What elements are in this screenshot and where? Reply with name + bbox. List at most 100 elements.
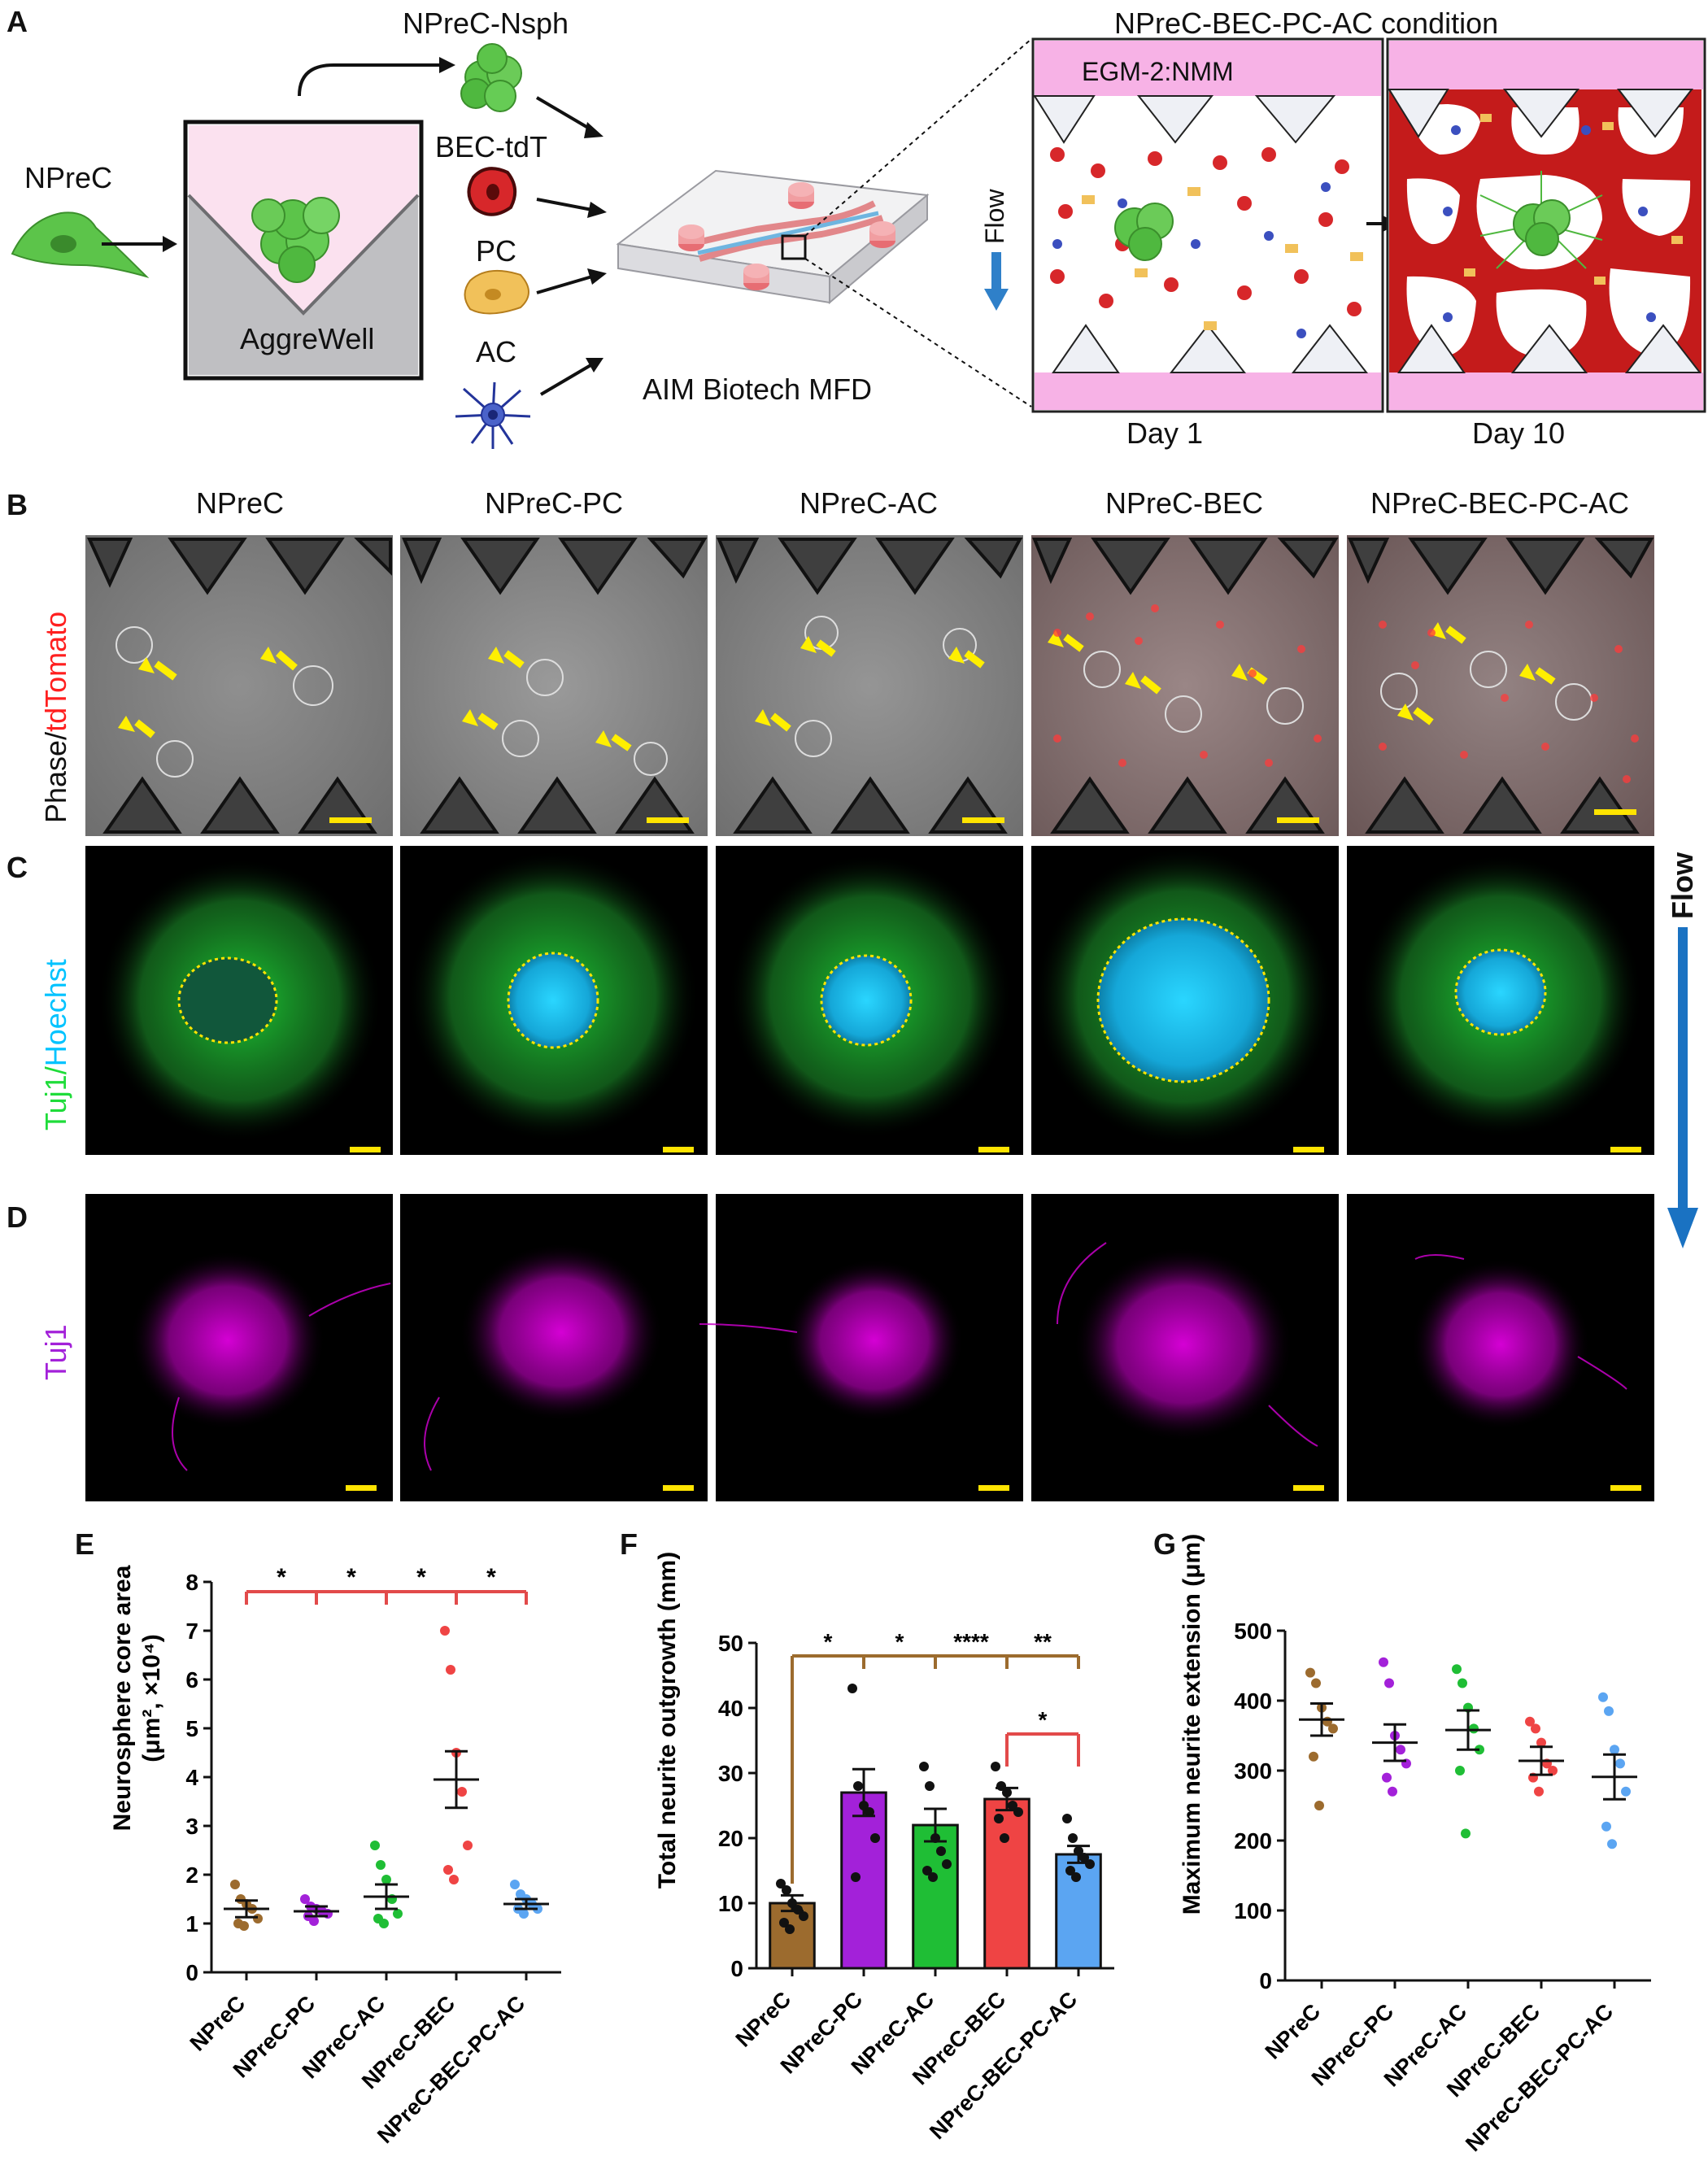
chart-f-point (1071, 1872, 1081, 1882)
panel-e-letter: E (75, 1527, 95, 1561)
chart-g-point (1396, 1745, 1405, 1755)
chart-e-point (449, 1875, 459, 1884)
chart-f-point (782, 1885, 791, 1895)
chart-e-point (440, 1626, 450, 1636)
chart-f-point (1000, 1833, 1009, 1843)
chart-e-point (370, 1841, 380, 1850)
condition-title: NPreC-BEC-PC-AC condition (1114, 7, 1499, 40)
ac-label: AC (476, 335, 517, 368)
chart-g-point (1452, 1664, 1462, 1675)
day10-chamber-detail (1386, 37, 1706, 413)
row-d-neurosphere-4 (1074, 1247, 1293, 1442)
chart-g-point (1311, 1678, 1321, 1688)
chart-f-point (779, 1918, 789, 1928)
chart-f-point (919, 1762, 929, 1771)
chart-f: Total neurite outgrowth (mm) 0 10 20 30 40 50… (654, 1552, 1114, 2144)
chart-g-ylabel: Maximum neurite extension (μm) (1179, 1534, 1205, 1915)
chart-f-bar (912, 1823, 959, 1970)
chart-f-point (925, 1781, 935, 1791)
row-c-neurosphere-2 (407, 850, 699, 1143)
chart-f-bar (983, 1797, 1030, 1970)
panel-a-schematic (11, 37, 1399, 449)
chart-g-ytick-label: 400 (1234, 1688, 1272, 1714)
chart-e-ylabel-line1: Neurosphere core area (109, 1565, 136, 1831)
chart-e-ytick-label: 3 (185, 1814, 198, 1839)
chart-g-point (1615, 1758, 1625, 1769)
chart-e: Neurosphere core area (μm², ×10⁴) 0 1 2 3 4 5… (109, 1564, 561, 2148)
chart-e-point (443, 1865, 453, 1875)
chart-g-point (1382, 1772, 1392, 1783)
chart-g-point (1314, 1801, 1324, 1810)
chart-g-xtick-label: NPreC (1261, 1999, 1326, 2064)
chart-g-point (1531, 1723, 1540, 1734)
row-d-overlays (130, 1242, 1641, 1491)
panel-d-letter: D (7, 1200, 28, 1234)
medium-label: EGM-2:NMM (1082, 57, 1234, 86)
column-title-npre-bec-pc-ac: NPreC-BEC-PC-AC (1370, 486, 1630, 520)
chart-g-point (1461, 1828, 1471, 1839)
chart-f-point (853, 1781, 863, 1791)
microfluidic-device-icon (616, 169, 930, 305)
chart-e-point (446, 1665, 455, 1675)
chart-g-ytick-label: 200 (1234, 1828, 1272, 1854)
chart-g-point (1309, 1751, 1318, 1762)
chart-e-point (253, 1914, 263, 1923)
chart-g: Maximum neurite extension (μm) 0 100 200 30… (1179, 1534, 1651, 2156)
panel-f-letter: F (620, 1527, 638, 1561)
panel-b-letter: B (7, 488, 28, 521)
day10-label: Day 10 (1472, 416, 1566, 450)
device-label: AIM Biotech MFD (643, 372, 873, 406)
chart-e-point (510, 1880, 520, 1889)
chart-f-point (865, 1807, 874, 1817)
chart-g-marks (1299, 1657, 1637, 1849)
row-d-neurosphere-3 (785, 1259, 964, 1422)
chart-g-ytick-label: 300 (1234, 1758, 1272, 1784)
npre-cell-label: NPreC (24, 161, 113, 194)
npre-nucleus-icon (50, 235, 76, 253)
chart-g-point (1328, 1723, 1338, 1734)
chart-f-sig-label: ** (1034, 1629, 1052, 1654)
column-title-npre-pc: NPreC-PC (484, 486, 623, 520)
aggrewell-sphere-icon (251, 197, 340, 283)
chart-f-point (1079, 1853, 1089, 1862)
chart-f-ytick-label: 20 (718, 1826, 743, 1851)
chart-f-ytick-label: 10 (718, 1891, 743, 1916)
chart-e-point (463, 1841, 473, 1850)
chart-f-point (922, 1866, 932, 1876)
chart-g-point (1384, 1678, 1394, 1688)
chart-f-point (1068, 1833, 1078, 1843)
chart-f-point (936, 1846, 946, 1856)
chart-f-point (847, 1684, 857, 1693)
chart-g-point (1598, 1692, 1608, 1702)
chart-e-ytick-label: 5 (185, 1716, 198, 1741)
chart-f-point (1013, 1807, 1023, 1817)
nsph-icon (460, 43, 522, 112)
chart-e-sig-label: * (277, 1564, 286, 1591)
chart-e-sig-label: * (486, 1564, 496, 1591)
chart-e-ytick-label: 1 (185, 1911, 198, 1937)
chart-f-point (1085, 1859, 1095, 1869)
chart-g-point (1534, 1786, 1544, 1797)
side-flow-label: Flow (1666, 852, 1699, 919)
chart-e-xtick-label: NPreC (185, 1991, 251, 2056)
chart-f-point (799, 1911, 808, 1921)
chart-f-point (928, 1872, 938, 1882)
column-title-npre: NPreC (195, 486, 285, 520)
side-flow-arrow-icon (1667, 927, 1698, 1248)
chart-g-point (1536, 1737, 1546, 1748)
chart-e-point (393, 1909, 403, 1919)
chart-f-sig-label-red: * (1039, 1707, 1048, 1732)
chart-g-point (1610, 1745, 1619, 1755)
row-c-neurosphere-5 (1358, 854, 1643, 1139)
chart-g-point (1379, 1657, 1388, 1667)
chart-f-point (851, 1872, 861, 1882)
day1-chamber-icon (1031, 37, 1384, 413)
chart-g-point (1601, 1821, 1611, 1832)
chart-f-xtick-label: NPreC (731, 1987, 796, 2052)
chart-f-ytick-label: 30 (718, 1761, 743, 1786)
chart-g-point (1621, 1786, 1631, 1797)
chart-g-point (1388, 1786, 1397, 1797)
row-c-neurosphere-4 (1033, 846, 1334, 1147)
chart-g-point (1604, 1706, 1614, 1716)
chart-e-point (376, 1860, 386, 1870)
